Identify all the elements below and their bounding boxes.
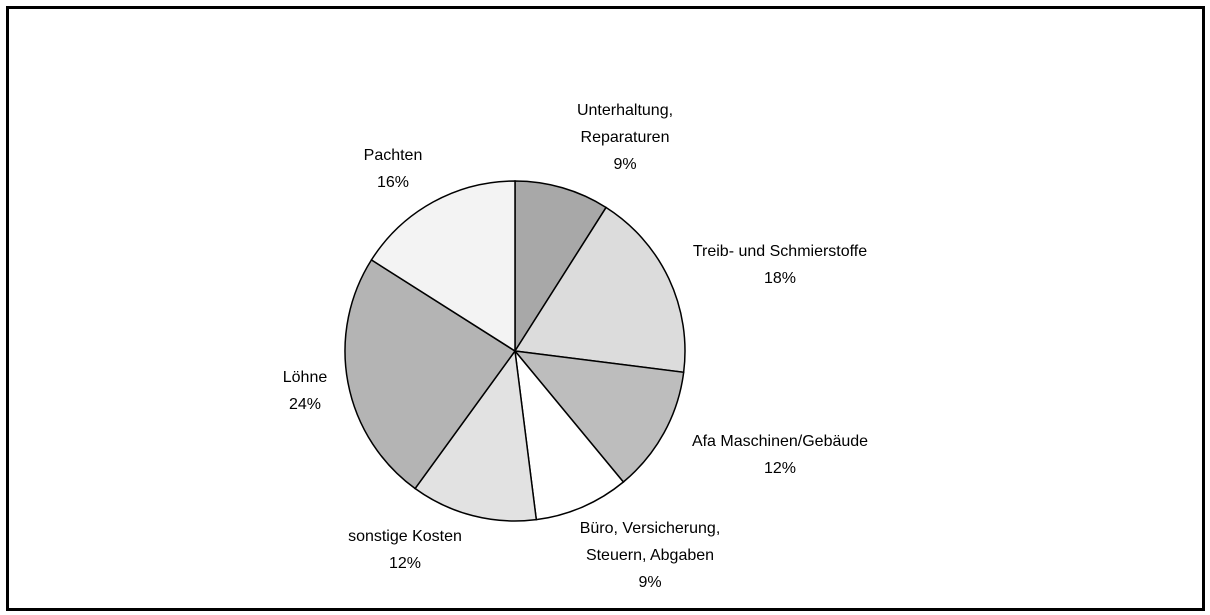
category-label: Büro, Versicherung, Steuern, Abgaben: [579, 520, 721, 564]
category-label: Unterhaltung, Reparaturen: [576, 102, 674, 146]
pie-slice: [414, 349, 538, 522]
slice-label: Büro, Versicherung, Steuern, Abgaben 9%: [565, 515, 735, 596]
pie-slice: [344, 258, 517, 490]
category-label: Treib- und Schmierstoffe: [692, 243, 868, 260]
value-label: 16%: [376, 174, 410, 191]
value-label: 24%: [288, 396, 322, 413]
value-label: 12%: [388, 555, 422, 572]
value-label: 12%: [763, 460, 797, 477]
pie-slice: [514, 180, 608, 354]
slice-label: Löhne 24%: [245, 364, 365, 418]
category-label: sonstige Kosten: [348, 528, 462, 545]
slice-label: Pachten 16%: [333, 142, 453, 196]
slice-label: Afa Maschinen/Gebäude 12%: [650, 428, 910, 482]
value-label: 18%: [763, 270, 797, 287]
pie-slice: [513, 206, 686, 374]
category-label: Löhne: [282, 369, 328, 386]
pie-slice: [513, 348, 625, 521]
value-label: 9%: [613, 156, 637, 173]
value-label: 9%: [638, 574, 662, 591]
slice-label: sonstige Kosten 12%: [305, 523, 505, 577]
category-label: Pachten: [363, 147, 423, 164]
category-label: Afa Maschinen/Gebäude: [691, 433, 869, 450]
slice-label: Treib- und Schmierstoffe 18%: [650, 238, 910, 292]
pie-slice: [513, 350, 685, 484]
pie-slice: [370, 180, 516, 353]
slice-label: Unterhaltung, Reparaturen 9%: [555, 97, 695, 178]
